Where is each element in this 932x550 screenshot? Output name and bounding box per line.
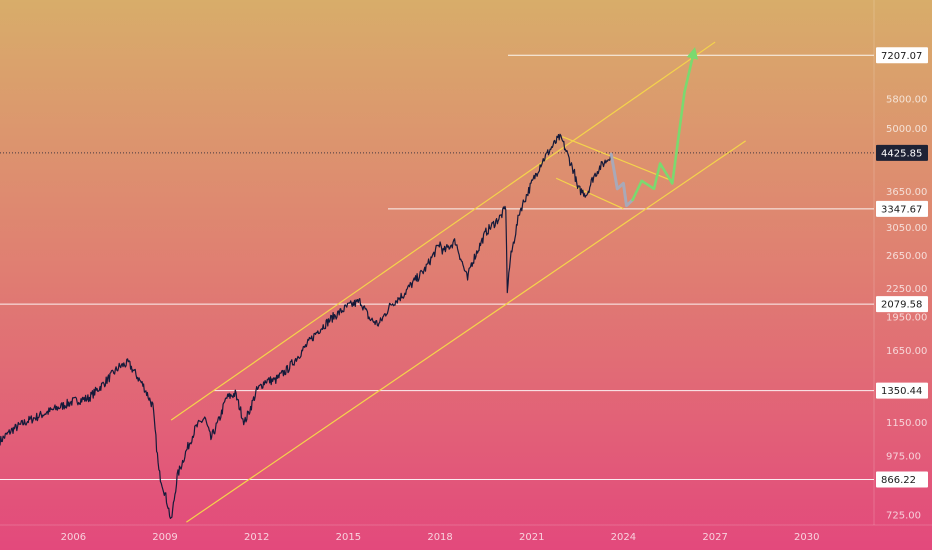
wedge-top-line (562, 136, 673, 182)
projection-paths (609, 47, 699, 208)
level-badge (876, 382, 928, 399)
trend-channels (170, 41, 746, 523)
y-tick-label: 975.00 (886, 451, 921, 462)
x-tick-label: 2024 (611, 532, 636, 543)
wedge-bottom-line (555, 177, 624, 210)
level-badge-label: 2079.58 (881, 300, 922, 311)
y-tick-label: 5800.00 (886, 94, 927, 105)
price-series (0, 133, 612, 519)
price-line (0, 133, 612, 519)
x-tick-label: 2021 (519, 532, 544, 543)
x-tick-label: 2012 (244, 532, 269, 543)
level-badge-label: 1350.44 (881, 386, 922, 397)
price-badges: 7207.07 3347.67 2079.58 1350.44 866.22 4425.8… (876, 47, 928, 488)
level-badge (876, 47, 928, 64)
level-badge (876, 200, 928, 217)
x-tick-label: 2027 (702, 532, 727, 543)
price-axis[interactable]: 725.00 975.00 1150.00 1650.00 1950.00 2250.00… (886, 94, 927, 521)
x-tick-label: 2006 (61, 532, 86, 543)
level-badge-label: 866.22 (881, 475, 916, 486)
x-tick-label: 2009 (152, 532, 177, 543)
y-tick-label: 5000.00 (886, 124, 927, 135)
level-badge-label: 7207.07 (881, 51, 922, 62)
channel-upper-line (170, 41, 716, 421)
y-tick-label: 2250.00 (886, 284, 927, 295)
y-tick-label: 3650.00 (886, 187, 927, 198)
time-axis[interactable]: 2006 2009 2012 2015 2018 2021 2024 2027 2030 (61, 532, 820, 543)
level-badge (876, 296, 928, 313)
y-tick-label: 1650.00 (886, 346, 927, 357)
y-tick-label: 1950.00 (886, 313, 927, 324)
y-tick-label: 2650.00 (886, 251, 927, 262)
y-tick-label: 725.00 (886, 511, 921, 522)
channel-lower-line (186, 140, 746, 523)
x-tick-label: 2018 (427, 532, 452, 543)
last-price-badge-label: 4425.85 (881, 148, 922, 159)
last-price-badge (876, 144, 928, 161)
x-tick-label: 2030 (794, 532, 819, 543)
x-tick-label: 2015 (336, 532, 361, 543)
y-tick-label: 3050.00 (886, 223, 927, 234)
y-tick-label: 1150.00 (886, 418, 927, 429)
level-badge (876, 471, 928, 488)
projection-up-path (631, 47, 699, 202)
projection-down-path (609, 152, 635, 208)
level-badge-label: 3347.67 (881, 204, 922, 215)
